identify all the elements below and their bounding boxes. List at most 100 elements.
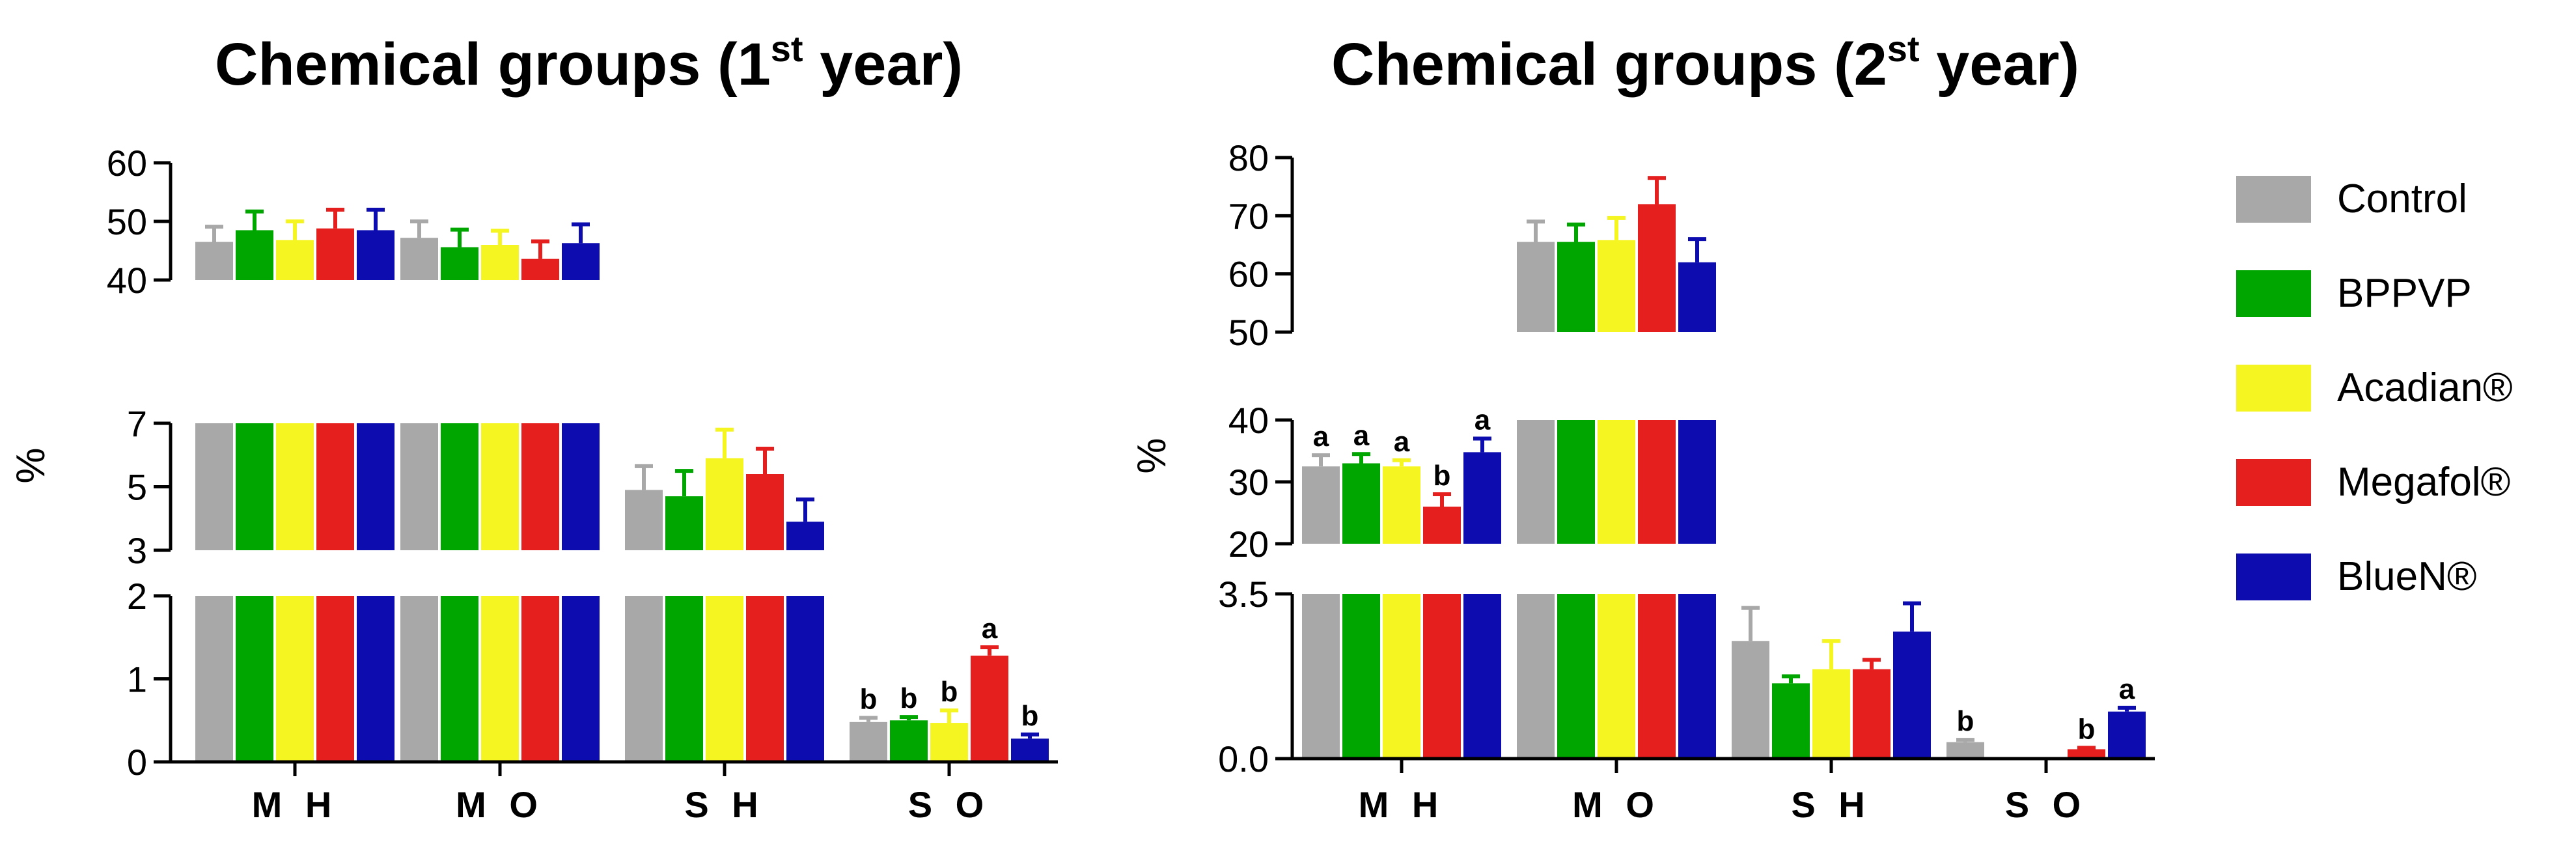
bar-continuation — [1678, 594, 1716, 759]
bar-continuation — [1638, 594, 1676, 759]
legend: Control BPPVP Acadian® Megafol® BlueN® — [2236, 176, 2513, 600]
bar — [1517, 242, 1555, 332]
bar — [971, 655, 1008, 762]
significance-letter: a — [1353, 419, 1370, 451]
x-tick-label: M H — [252, 784, 339, 825]
bar — [441, 247, 478, 280]
bar — [481, 245, 519, 280]
bar-continuation — [706, 596, 743, 762]
legend-swatch — [2236, 365, 2311, 412]
bar-continuation — [481, 596, 519, 762]
bar — [1463, 452, 1501, 544]
bar-continuation — [400, 423, 438, 550]
y-tick-label: 3 — [127, 530, 147, 571]
significance-letter: b — [941, 676, 958, 708]
bar-continuation — [1423, 594, 1461, 759]
significance-letter: b — [900, 682, 918, 714]
bar — [1302, 466, 1340, 544]
bar-continuation — [357, 596, 395, 762]
legend-label: Acadian® — [2337, 365, 2513, 410]
x-tick-label: M H — [1359, 784, 1445, 825]
bar — [2068, 749, 2105, 759]
bar — [521, 259, 559, 280]
legend-label: BlueN® — [2337, 554, 2477, 599]
y-tick-label: 80 — [1228, 137, 1269, 178]
bar — [1598, 240, 1635, 332]
significance-letter: a — [1313, 421, 1329, 453]
bar-continuation — [195, 423, 233, 550]
bar-continuation — [481, 423, 519, 550]
chart-title: Chemical groups (1st year) — [215, 28, 963, 98]
legend-label: BPPVP — [2337, 271, 2472, 316]
bar-continuation — [1678, 420, 1716, 544]
bar — [2108, 711, 2146, 759]
chart-panel-year-2: Chemical groups (2st year) % aba abbaa506… — [1129, 28, 2155, 825]
bar-continuation — [316, 596, 354, 762]
bar-continuation — [1383, 594, 1420, 759]
bar — [1772, 683, 1810, 759]
bar-continuation — [746, 596, 784, 762]
x-tick-label: S H — [1791, 784, 1871, 825]
bar — [236, 230, 273, 280]
x-tick-label: S O — [2005, 784, 2087, 825]
significance-letter: a — [1394, 426, 1410, 458]
bar-continuation — [625, 596, 663, 762]
y-tick-label: 50 — [1228, 312, 1269, 353]
legend-swatch — [2236, 459, 2311, 506]
x-tick-label: M O — [456, 784, 544, 825]
bar — [1812, 669, 1850, 759]
y-tick-label: 40 — [107, 260, 147, 301]
bar — [890, 720, 928, 762]
bar — [1638, 204, 1676, 332]
bar — [625, 490, 663, 550]
bar — [276, 240, 314, 280]
legend-swatch — [2236, 176, 2311, 223]
y-tick-label: 2 — [127, 576, 147, 617]
legend-swatch — [2236, 554, 2311, 600]
bar-continuation — [441, 423, 478, 550]
bar-continuation — [1517, 594, 1555, 759]
bar — [1853, 669, 1890, 759]
bar-continuation — [357, 423, 395, 550]
x-tick-label: M O — [1572, 784, 1661, 825]
y-tick-label: 70 — [1228, 195, 1269, 236]
x-tick-label: S O — [908, 784, 990, 825]
bar-continuation — [400, 596, 438, 762]
bar — [665, 496, 703, 550]
bar — [562, 243, 600, 280]
bar — [195, 242, 233, 280]
y-tick-label: 0.0 — [1218, 738, 1269, 779]
bar — [786, 522, 824, 550]
y-axis-label: % — [8, 447, 53, 483]
y-tick-label: 0 — [127, 742, 147, 783]
bar — [357, 230, 395, 280]
bar — [1423, 507, 1461, 544]
bar-continuation — [786, 596, 824, 762]
y-tick-label: 5 — [127, 467, 147, 508]
bar-continuation — [562, 423, 600, 550]
significance-letter: a — [1475, 404, 1491, 436]
y-axis-label: % — [1129, 438, 1174, 473]
x-tick-label: S H — [684, 784, 764, 825]
y-tick-label: 3.5 — [1218, 574, 1269, 615]
bar-continuation — [1517, 420, 1555, 544]
significance-letter: a — [2119, 673, 2135, 705]
significance-letter: b — [860, 683, 878, 715]
bar-continuation — [195, 596, 233, 762]
bar-continuation — [1463, 594, 1501, 759]
bar-continuation — [562, 596, 600, 762]
y-tick-label: 50 — [107, 201, 147, 242]
bar-continuation — [1598, 594, 1635, 759]
bar — [1342, 463, 1380, 544]
significance-letter: b — [1957, 705, 1974, 737]
bar — [1011, 738, 1049, 762]
bar — [1383, 466, 1420, 544]
y-tick-label: 20 — [1228, 524, 1269, 565]
bar — [1557, 242, 1595, 332]
bar — [316, 228, 354, 280]
y-tick-label: 60 — [107, 143, 147, 184]
bar-continuation — [441, 596, 478, 762]
bar-continuation — [1557, 594, 1595, 759]
chart-title: Chemical groups (2st year) — [1331, 28, 2079, 98]
